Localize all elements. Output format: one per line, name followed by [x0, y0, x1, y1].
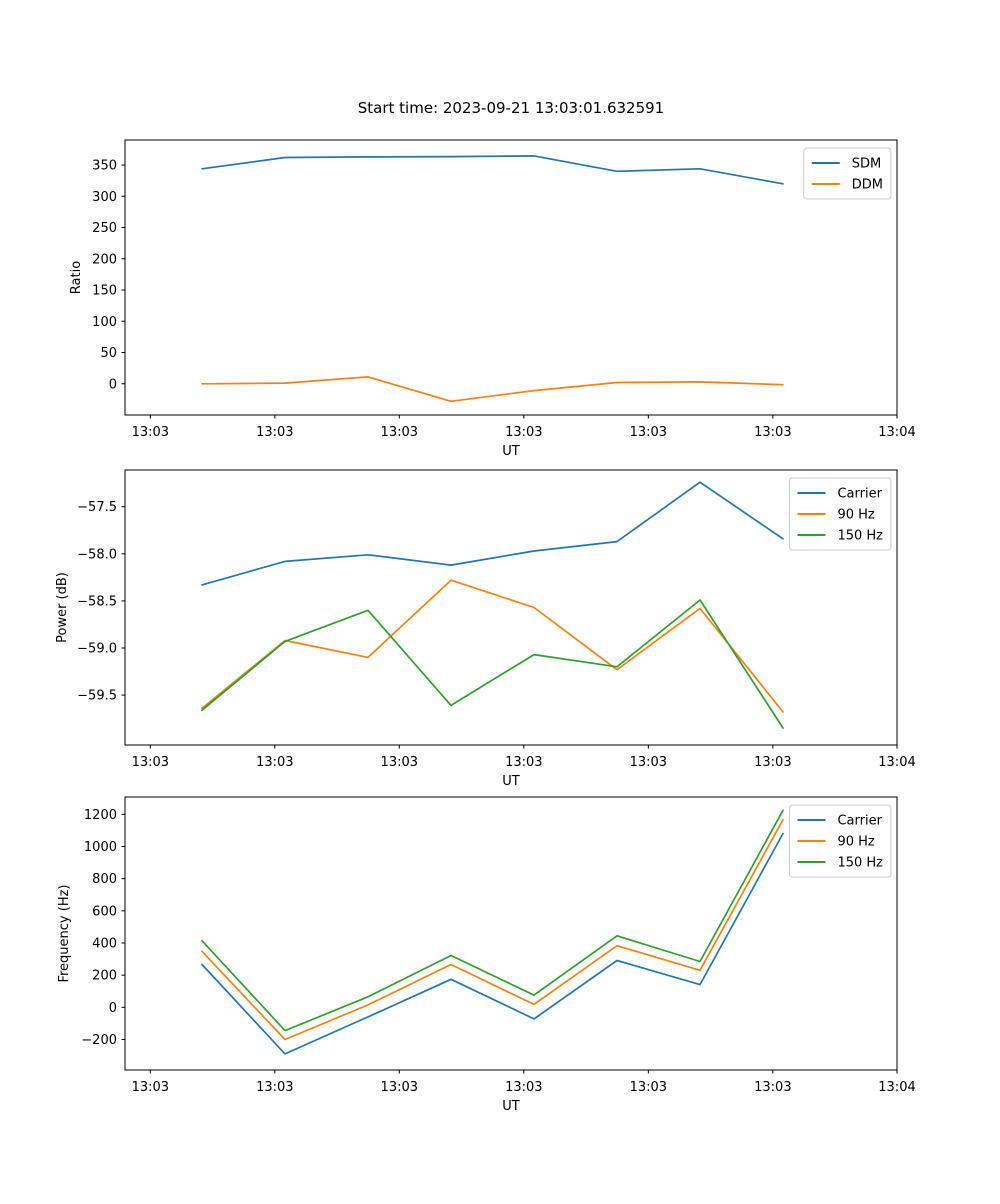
legend-box	[788, 477, 892, 551]
legend-label: 150 Hz	[837, 529, 883, 544]
x-tick-label: 13:03	[754, 425, 791, 440]
y-tick-label: 50	[100, 346, 117, 361]
legend-box	[803, 147, 892, 200]
subplot-frequency: 13:03 13:03 13:03 13:03 13:03 13:03 13:04 −200 0…	[57, 796, 916, 1114]
x-axis-label: UT	[502, 1099, 520, 1114]
y-tick-label: 250	[92, 221, 117, 236]
y-axis-label: Ratio	[69, 261, 84, 294]
legend: Carrier 90 Hz 150 Hz	[788, 477, 892, 551]
legend-label: Carrier	[837, 487, 882, 502]
legend-label: SDM	[852, 157, 881, 172]
y-tick-label: 0	[109, 1001, 117, 1016]
y-tick-label: 200	[92, 252, 117, 267]
axes-frame	[124, 139, 898, 416]
series-line-90-hz	[201, 818, 784, 1041]
legend-box	[788, 804, 892, 878]
legend-label: Carrier	[837, 814, 882, 829]
subplot-ratio: 13:03 13:03 13:03 13:03 13:03 13:03 13:04 0 50 10…	[69, 139, 916, 459]
y-tick-label: −59.0	[77, 641, 117, 656]
y-tick-label: 800	[92, 872, 117, 887]
y-tick-label: −57.5	[77, 500, 117, 515]
y-tick-label: 600	[92, 904, 117, 919]
x-tick-label: 13:03	[256, 755, 293, 770]
series-line-150-hz	[201, 809, 784, 1032]
x-tick-label: 13:04	[878, 755, 915, 770]
x-tick-label: 13:03	[381, 425, 418, 440]
y-tick-label: 200	[92, 969, 117, 984]
subplot-power: 13:03 13:03 13:03 13:03 13:03 13:03 13:04 −59.5…	[55, 469, 916, 789]
x-axis-label: UT	[502, 774, 520, 789]
y-tick-label: −58.0	[77, 547, 117, 562]
series-line-150-hz	[201, 599, 784, 729]
y-tick-label: 300	[92, 190, 117, 205]
x-tick-label: 13:03	[630, 425, 667, 440]
x-tick-label: 13:03	[505, 1080, 542, 1095]
y-tick-label: 150	[92, 284, 117, 299]
legend-label: 90 Hz	[837, 508, 874, 523]
series-line-90-hz	[201, 579, 784, 713]
y-tick-label: −58.5	[77, 594, 117, 609]
y-tick-label: −59.5	[77, 689, 117, 704]
x-tick-label: 13:03	[132, 1080, 169, 1095]
x-tick-label: 13:03	[132, 425, 169, 440]
y-tick-label: 1200	[84, 808, 117, 823]
legend: Carrier 90 Hz 150 Hz	[788, 804, 892, 878]
axes-frame	[124, 796, 898, 1071]
x-axis-label: UT	[502, 444, 520, 459]
y-tick-label: −200	[81, 1033, 117, 1048]
y-tick-label: 350	[92, 159, 117, 174]
legend-label: 150 Hz	[837, 856, 883, 871]
legend: SDM DDM	[803, 147, 892, 200]
y-axis-label: Frequency (Hz)	[57, 884, 72, 982]
x-tick-label: 13:03	[132, 755, 169, 770]
x-tick-label: 13:03	[754, 755, 791, 770]
x-tick-label: 13:03	[630, 1080, 667, 1095]
legend-label: DDM	[852, 178, 883, 193]
axes-frame	[124, 469, 898, 746]
x-tick-label: 13:03	[381, 1080, 418, 1095]
x-tick-label: 13:03	[630, 755, 667, 770]
legend-label: 90 Hz	[837, 835, 874, 850]
figure-title: Start time: 2023-09-21 13:03:01.632591	[358, 99, 664, 117]
series-line-ddm	[201, 376, 784, 403]
x-tick-label: 13:04	[878, 1080, 915, 1095]
x-tick-label: 13:03	[505, 755, 542, 770]
y-tick-label: 0	[109, 377, 117, 392]
x-tick-label: 13:03	[256, 425, 293, 440]
x-tick-label: 13:03	[754, 1080, 791, 1095]
series-line-carrier	[201, 832, 784, 1055]
x-tick-label: 13:03	[505, 425, 542, 440]
series-line-carrier	[201, 481, 784, 586]
y-tick-label: 1000	[84, 840, 117, 855]
x-tick-label: 13:04	[878, 425, 915, 440]
x-tick-label: 13:03	[256, 1080, 293, 1095]
x-tick-label: 13:03	[381, 755, 418, 770]
series-line-sdm	[201, 155, 784, 185]
y-tick-label: 400	[92, 936, 117, 951]
y-axis-label: Power (dB)	[55, 572, 70, 643]
y-tick-label: 100	[92, 315, 117, 330]
